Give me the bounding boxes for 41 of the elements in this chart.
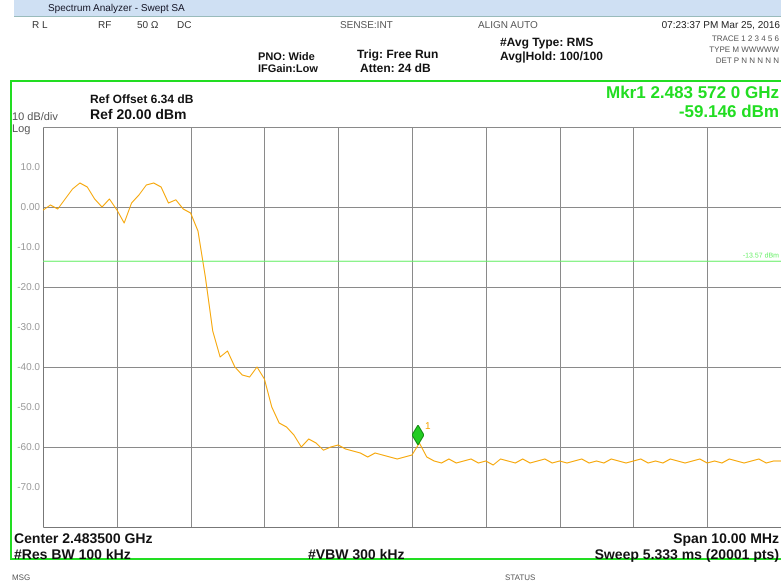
text: Center 2.483500 GHz [14, 530, 153, 546]
text: SENSE:INT [340, 20, 393, 31]
text: ALIGN AUTO [478, 20, 538, 31]
y-tick-label: -10.0 [17, 242, 40, 253]
line-series [43, 182, 781, 466]
text: 10 dB/div [12, 111, 58, 123]
text: PNO: Wide [258, 51, 315, 63]
text: DC [177, 20, 192, 31]
text: Ref Offset 6.34 dB [90, 92, 194, 106]
text: MSG [12, 573, 30, 582]
text: -59.146 dBm [678, 102, 779, 121]
text: #Res BW 100 kHz [14, 546, 131, 562]
text: #Avg Type: RMS [500, 35, 594, 49]
y-tick-label: -50.0 [17, 402, 40, 413]
y-tick-label: 10.0 [20, 162, 40, 173]
text: Ref 20.00 dBm [90, 106, 186, 122]
y-tick-label: -30.0 [17, 322, 40, 333]
y-tick-label: -20.0 [17, 282, 40, 293]
text: RF [98, 20, 112, 31]
annotation: 1 [425, 421, 431, 432]
y-tick-label: -60.0 [17, 442, 40, 453]
text: Mkr1 2.483 572 0 GHz [606, 83, 779, 102]
text: Span 10.00 MHz [673, 530, 779, 546]
text: Avg|Hold: 100/100 [500, 49, 603, 63]
text: Sweep 5.333 ms (20001 pts) [594, 546, 779, 562]
text: Trig: Free Run [357, 47, 438, 61]
text: TYPE M WWWWW [709, 45, 779, 54]
text: STATUS [505, 573, 536, 582]
y-tick-label: -40.0 [17, 362, 40, 373]
text: #VBW 300 kHz [308, 546, 404, 562]
y-tick-label: -70.0 [17, 482, 40, 493]
text: 50 Ω [137, 20, 158, 31]
text: TRACE 1 2 3 4 5 6 [712, 34, 779, 43]
text: Log [12, 123, 30, 135]
text: IFGain:Low [258, 63, 318, 75]
chart-title: Spectrum Analyzer - Swept SA [48, 3, 185, 14]
y-tick-label: 0.00 [20, 202, 40, 213]
text: DET P N N N N N [716, 56, 779, 65]
text: Atten: 24 dB [360, 61, 431, 75]
text: 07:23:37 PM Mar 25, 2016 [662, 20, 780, 31]
text: R L [32, 20, 48, 31]
